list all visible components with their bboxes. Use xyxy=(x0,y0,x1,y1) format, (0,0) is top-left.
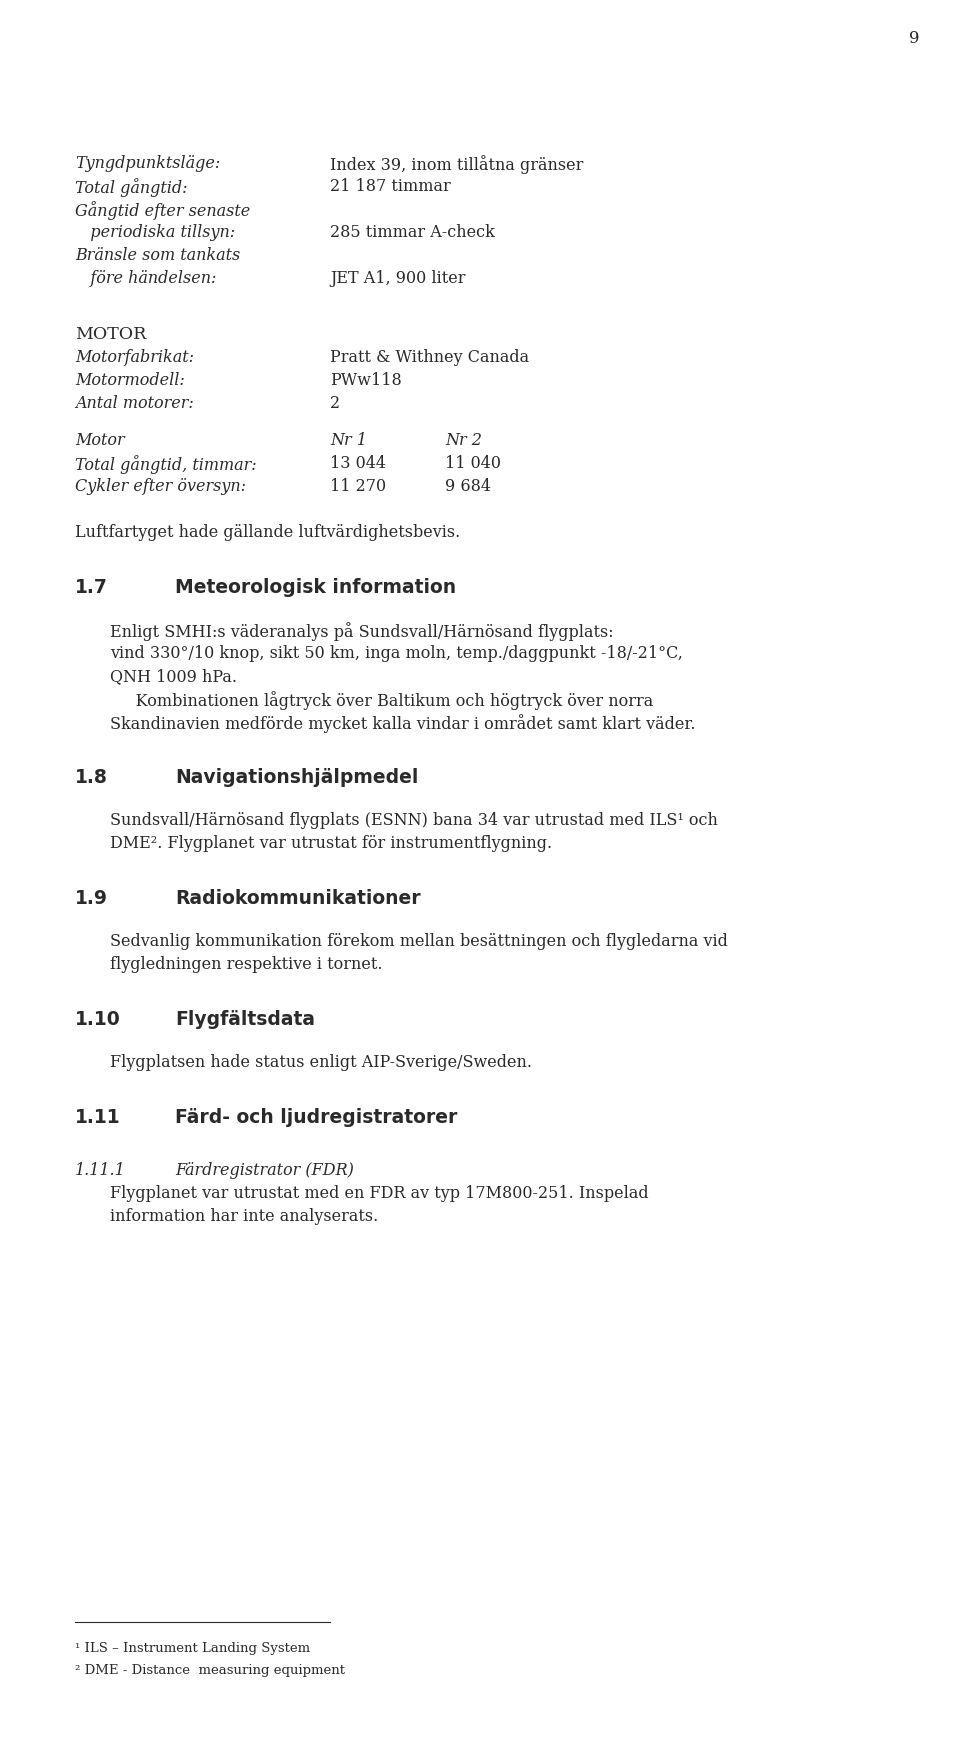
Text: DME². Flygplanet var utrustat för instrumentflygning.: DME². Flygplanet var utrustat för instru… xyxy=(110,836,552,851)
Text: Radiokommunikationer: Radiokommunikationer xyxy=(175,890,420,907)
Text: ¹ ILS – Instrument Landing System: ¹ ILS – Instrument Landing System xyxy=(75,1641,310,1655)
Text: Färdregistrator (FDR): Färdregistrator (FDR) xyxy=(175,1162,354,1178)
Text: ² DME - Distance  measuring equipment: ² DME - Distance measuring equipment xyxy=(75,1664,345,1676)
Text: QNH 1009 hPa.: QNH 1009 hPa. xyxy=(110,668,237,685)
Text: Bränsle som tankats: Bränsle som tankats xyxy=(75,246,240,264)
Text: vind 330°/10 knop, sikt 50 km, inga moln, temp./daggpunkt -18/-21°C,: vind 330°/10 knop, sikt 50 km, inga moln… xyxy=(110,645,683,662)
Text: 1.9: 1.9 xyxy=(75,890,108,907)
Text: information har inte analyserats.: information har inte analyserats. xyxy=(110,1208,378,1225)
Text: Navigationshjälpmedel: Navigationshjälpmedel xyxy=(175,767,419,787)
Text: Luftfartyget hade gällande luftvärdighetsbevis.: Luftfartyget hade gällande luftvärdighet… xyxy=(75,524,460,540)
Text: 1.8: 1.8 xyxy=(75,767,108,787)
Text: Tyngdpunktsläge:: Tyngdpunktsläge: xyxy=(75,156,220,171)
Text: Motorfabrikat:: Motorfabrikat: xyxy=(75,350,194,365)
Text: före händelsen:: före händelsen: xyxy=(75,269,216,287)
Text: 21 187 timmar: 21 187 timmar xyxy=(330,178,451,196)
Text: Flygplatsen hade status enligt AIP-Sverige/Sweden.: Flygplatsen hade status enligt AIP-Sveri… xyxy=(110,1054,532,1072)
Text: 1.11.1: 1.11.1 xyxy=(75,1162,126,1178)
Text: Nr 1: Nr 1 xyxy=(330,432,367,449)
Text: MOTOR: MOTOR xyxy=(75,325,146,343)
Text: Pratt & Withney Canada: Pratt & Withney Canada xyxy=(330,350,529,365)
Text: Sundsvall/Härnösand flygplats (ESNN) bana 34 var utrustad med ILS¹ och: Sundsvall/Härnösand flygplats (ESNN) ban… xyxy=(110,813,718,829)
Text: 11 040: 11 040 xyxy=(445,454,501,472)
Text: 11 270: 11 270 xyxy=(330,477,386,495)
Text: Färd- och ljudregistratorer: Färd- och ljudregistratorer xyxy=(175,1108,457,1127)
Text: 13 044: 13 044 xyxy=(330,454,386,472)
Text: Flygplanet var utrustat med en FDR av typ 17M800-251. Inspelad: Flygplanet var utrustat med en FDR av ty… xyxy=(110,1185,649,1203)
Text: Sedvanlig kommunikation förekom mellan besättningen och flygledarna vid: Sedvanlig kommunikation förekom mellan b… xyxy=(110,933,728,949)
Text: Kombinationen lågtryck över Baltikum och högtryck över norra: Kombinationen lågtryck över Baltikum och… xyxy=(110,690,653,710)
Text: 9 684: 9 684 xyxy=(445,477,491,495)
Text: Cykler efter översyn:: Cykler efter översyn: xyxy=(75,477,246,495)
Text: flygledningen respektive i tornet.: flygledningen respektive i tornet. xyxy=(110,956,382,974)
Text: JET A1, 900 liter: JET A1, 900 liter xyxy=(330,269,466,287)
Text: 285 timmar A-check: 285 timmar A-check xyxy=(330,224,494,241)
Text: periodiska tillsyn:: periodiska tillsyn: xyxy=(75,224,235,241)
Text: Skandinavien medförde mycket kalla vindar i området samt klart väder.: Skandinavien medförde mycket kalla vinda… xyxy=(110,713,695,732)
Text: Flygfältsdata: Flygfältsdata xyxy=(175,1010,315,1030)
Text: Gångtid efter senaste: Gångtid efter senaste xyxy=(75,201,251,220)
Text: 1.11: 1.11 xyxy=(75,1108,121,1127)
Text: 1.10: 1.10 xyxy=(75,1010,121,1030)
Text: Enligt SMHI:s väderanalys på Sundsvall/Härnösand flygplats:: Enligt SMHI:s väderanalys på Sundsvall/H… xyxy=(110,622,613,642)
Text: Nr 2: Nr 2 xyxy=(445,432,482,449)
Text: Motormodell:: Motormodell: xyxy=(75,372,184,390)
Text: 2: 2 xyxy=(330,395,340,413)
Text: Antal motorer:: Antal motorer: xyxy=(75,395,194,413)
Text: Meteorologisk information: Meteorologisk information xyxy=(175,579,456,598)
Text: PWw118: PWw118 xyxy=(330,372,401,390)
Text: Total gångtid:: Total gångtid: xyxy=(75,178,187,198)
Text: Total gångtid, timmar:: Total gångtid, timmar: xyxy=(75,454,256,474)
Text: Motor: Motor xyxy=(75,432,125,449)
Text: 9: 9 xyxy=(909,30,920,47)
Text: Index 39, inom tillåtna gränser: Index 39, inom tillåtna gränser xyxy=(330,156,584,173)
Text: 1.7: 1.7 xyxy=(75,579,108,598)
